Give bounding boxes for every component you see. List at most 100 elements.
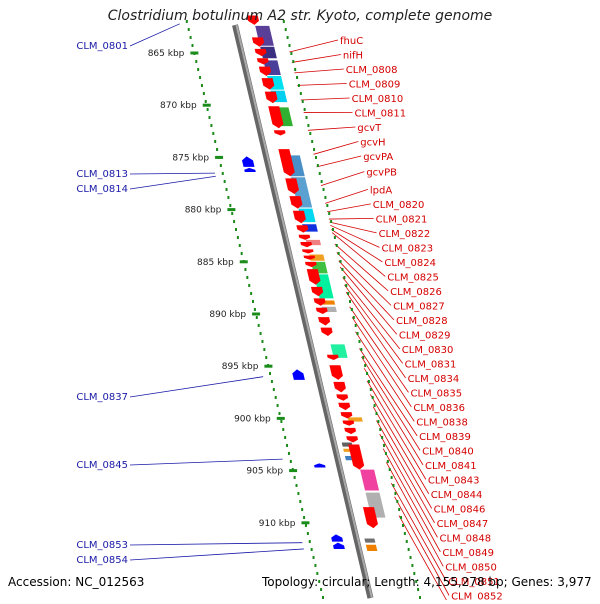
- ring-dot-right: [332, 228, 334, 231]
- gene-arrow-reverse: [242, 156, 255, 166]
- ring-dot-right: [404, 532, 406, 535]
- gene-label-right: CLM_0824: [384, 258, 436, 269]
- ring-dot-left: [290, 460, 292, 463]
- ring-dot-left: [305, 524, 307, 527]
- backbone-line: [235, 25, 370, 598]
- gene-arrow-forward: [344, 428, 356, 434]
- gene-arrow-forward: [321, 328, 333, 336]
- gene-arrow-forward: [274, 130, 286, 135]
- gene-arrow-forward: [316, 308, 328, 314]
- ring-dot-left: [203, 92, 205, 95]
- ring-dot-right: [340, 260, 342, 263]
- gene-label-right: CLM_0825: [387, 272, 439, 283]
- ring-dot-left: [227, 196, 229, 199]
- ring-dot-right: [411, 564, 413, 567]
- ring-dot-right: [309, 132, 311, 135]
- ring-dot-left: [258, 324, 260, 327]
- ring-dot-right: [355, 324, 357, 327]
- ring-dot-left: [296, 484, 298, 487]
- ring-dot-right: [408, 548, 410, 551]
- ring-dot-right: [326, 204, 328, 207]
- ring-dot-left: [241, 252, 243, 255]
- ring-dot-left: [271, 380, 273, 383]
- ring-dot-left: [311, 548, 313, 551]
- genome-backbone: [235, 25, 372, 598]
- gene-label-right: gcvH: [360, 138, 385, 149]
- gene-arrow-forward: [329, 365, 343, 380]
- gene-label-right: CLM_0849: [442, 548, 494, 559]
- ring-dot-left: [207, 108, 209, 111]
- gene-arrow-reverse: [292, 369, 305, 379]
- label-connector: [301, 98, 350, 100]
- label-connector: [325, 189, 368, 203]
- ring-dot-left: [322, 596, 324, 599]
- gene-label-right: CLM_0820: [373, 200, 425, 211]
- ring-dot-right: [334, 236, 336, 239]
- ring-dot-left: [195, 60, 197, 63]
- gene-arrow-reverse: [314, 463, 326, 467]
- ring-dot-left: [301, 508, 303, 511]
- gene-arrow-forward: [346, 436, 358, 442]
- gene-label-right: CLM_0838: [416, 417, 468, 428]
- ring-dot-left: [273, 388, 275, 391]
- ring-dot-left: [188, 28, 190, 31]
- ring-dot-right: [328, 212, 330, 215]
- accession-text: Accession: NC_012563: [8, 575, 144, 589]
- gene-label-right: CLM_0828: [396, 316, 448, 327]
- ring-dot-left: [269, 372, 271, 375]
- ring-dot-right: [396, 500, 398, 503]
- tick-label: 865 kbp: [148, 49, 185, 59]
- ring-dot-left: [303, 516, 305, 519]
- ring-dot-right: [347, 292, 349, 295]
- label-connector: [130, 549, 304, 560]
- label-connector: [130, 173, 215, 174]
- gene-arrow-forward: [343, 421, 355, 426]
- ring-dot-left: [222, 172, 224, 175]
- gene-label-right: CLM_0850: [445, 562, 497, 573]
- ring-dot-right: [362, 356, 364, 359]
- gene-label-left: CLM_0854: [76, 555, 128, 566]
- ring-dot-left: [265, 356, 267, 359]
- gene-label-right: CLM_0841: [425, 461, 477, 472]
- ring-dot-right: [381, 436, 383, 439]
- ring-dot-left: [297, 492, 299, 495]
- ring-dot-right: [402, 524, 404, 527]
- ring-dot-left: [224, 180, 226, 183]
- ring-dot-left: [250, 292, 252, 295]
- ring-dot-left: [209, 116, 211, 119]
- gene-label-right: nifH: [343, 51, 363, 62]
- ring-dot-right: [300, 92, 302, 95]
- gene-arrow-forward: [327, 355, 339, 360]
- ring-dot-right: [311, 140, 313, 143]
- gene-label-left: CLM_0853: [76, 540, 128, 551]
- ring-dot-left: [244, 268, 246, 271]
- gene-label-left: CLM_0814: [76, 184, 128, 195]
- gene-label-left: CLM_0845: [76, 460, 128, 471]
- gene-arrow-forward: [333, 382, 346, 392]
- label-connector: [329, 218, 374, 219]
- ring-dot-left: [263, 348, 265, 351]
- gene-arrow-reverse: [331, 534, 343, 541]
- map-title: Clostridium botulinum A2 str. Kyoto, com…: [0, 8, 600, 24]
- label-connector: [327, 204, 371, 212]
- ring-dot-right: [304, 108, 306, 111]
- ring-dot-left: [226, 188, 228, 191]
- tick-label: 905 kbp: [246, 467, 283, 477]
- ring-dot-left: [239, 244, 241, 247]
- label-connector: [130, 24, 180, 46]
- gene-label-right: CLM_0829: [399, 330, 451, 341]
- ring-dot-right: [313, 148, 315, 151]
- ring-dot-right: [319, 172, 321, 175]
- label-connector: [339, 261, 394, 320]
- gene-label-right: CLM_0843: [428, 475, 480, 486]
- ring-dot-right: [351, 308, 353, 311]
- ring-dot-left: [286, 444, 288, 447]
- gene-label-right: CLM_0836: [413, 403, 465, 414]
- ring-dot-right: [400, 516, 402, 519]
- ring-dot-left: [191, 44, 193, 47]
- gene-label-right: CLM_0834: [408, 374, 460, 385]
- ring-dot-right: [410, 556, 412, 559]
- label-connector: [130, 176, 216, 189]
- gene-arrow-forward: [302, 249, 314, 253]
